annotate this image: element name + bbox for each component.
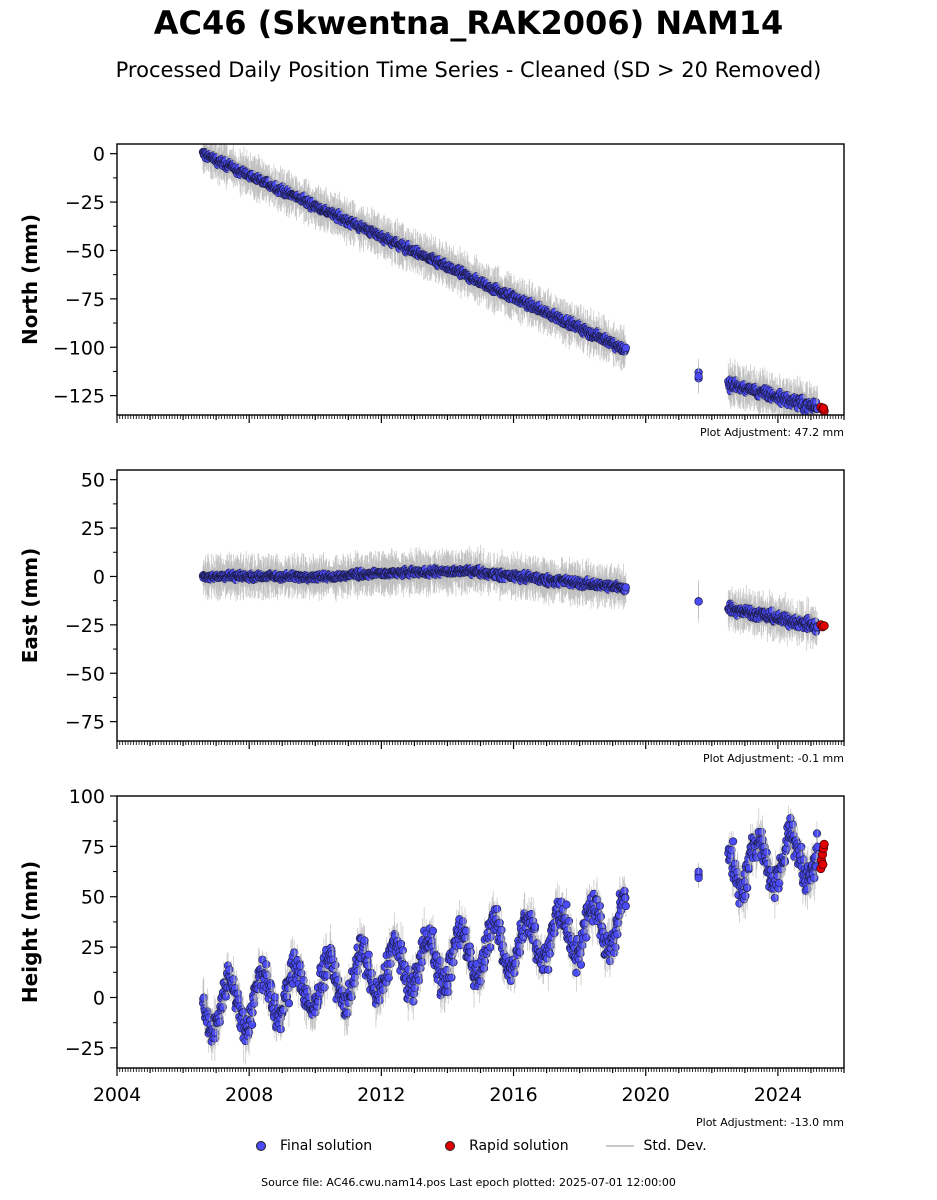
y-tick-label: 100 [69, 786, 105, 808]
plot-area-1 [198, 545, 829, 651]
y-tick-label: −75 [65, 712, 105, 734]
plot-frame [116, 469, 845, 742]
y-tick-label: −100 [53, 337, 105, 359]
plot-area-0 [198, 144, 829, 415]
plot-adjustment: Plot Adjustment: 47.2 mm [700, 426, 844, 439]
y-tick-label: 25 [81, 937, 105, 959]
chart-subtitle: Processed Daily Position Time Series - C… [115, 58, 822, 82]
y-tick-label: 25 [81, 518, 105, 540]
final-solution-point [694, 372, 703, 381]
chart-title: AC46 (Skwentna_RAK2006) NAM14 [153, 4, 784, 42]
y-tick-label: 50 [81, 887, 105, 909]
rapid-solution-point [819, 621, 829, 631]
y-tick-label: 0 [93, 987, 105, 1009]
rapid-solution-point [818, 403, 829, 413]
final-solution-point [621, 583, 630, 592]
final-solution-point [621, 343, 630, 352]
y-axis-label: North (mm) [18, 214, 42, 345]
y-tick-label: −50 [65, 663, 105, 685]
y-tick-label: −75 [65, 289, 105, 311]
y-tick-label: −50 [65, 240, 105, 262]
y-axis-label: East (mm) [18, 548, 42, 664]
y-tick-label: 50 [81, 470, 105, 492]
plot-adjustment: Plot Adjustment: -0.1 mm [703, 752, 844, 765]
y-tick-label: 75 [81, 836, 105, 858]
y-tick-label: −25 [65, 1038, 105, 1060]
final-solution-point [694, 597, 703, 606]
y-tick-label: 0 [93, 566, 105, 588]
y-tick-label: 0 [93, 144, 105, 166]
y-tick-label: −125 [53, 386, 105, 408]
plot-frame [116, 143, 845, 416]
y-tick-label: −25 [65, 615, 105, 637]
y-tick-label: −25 [65, 192, 105, 214]
